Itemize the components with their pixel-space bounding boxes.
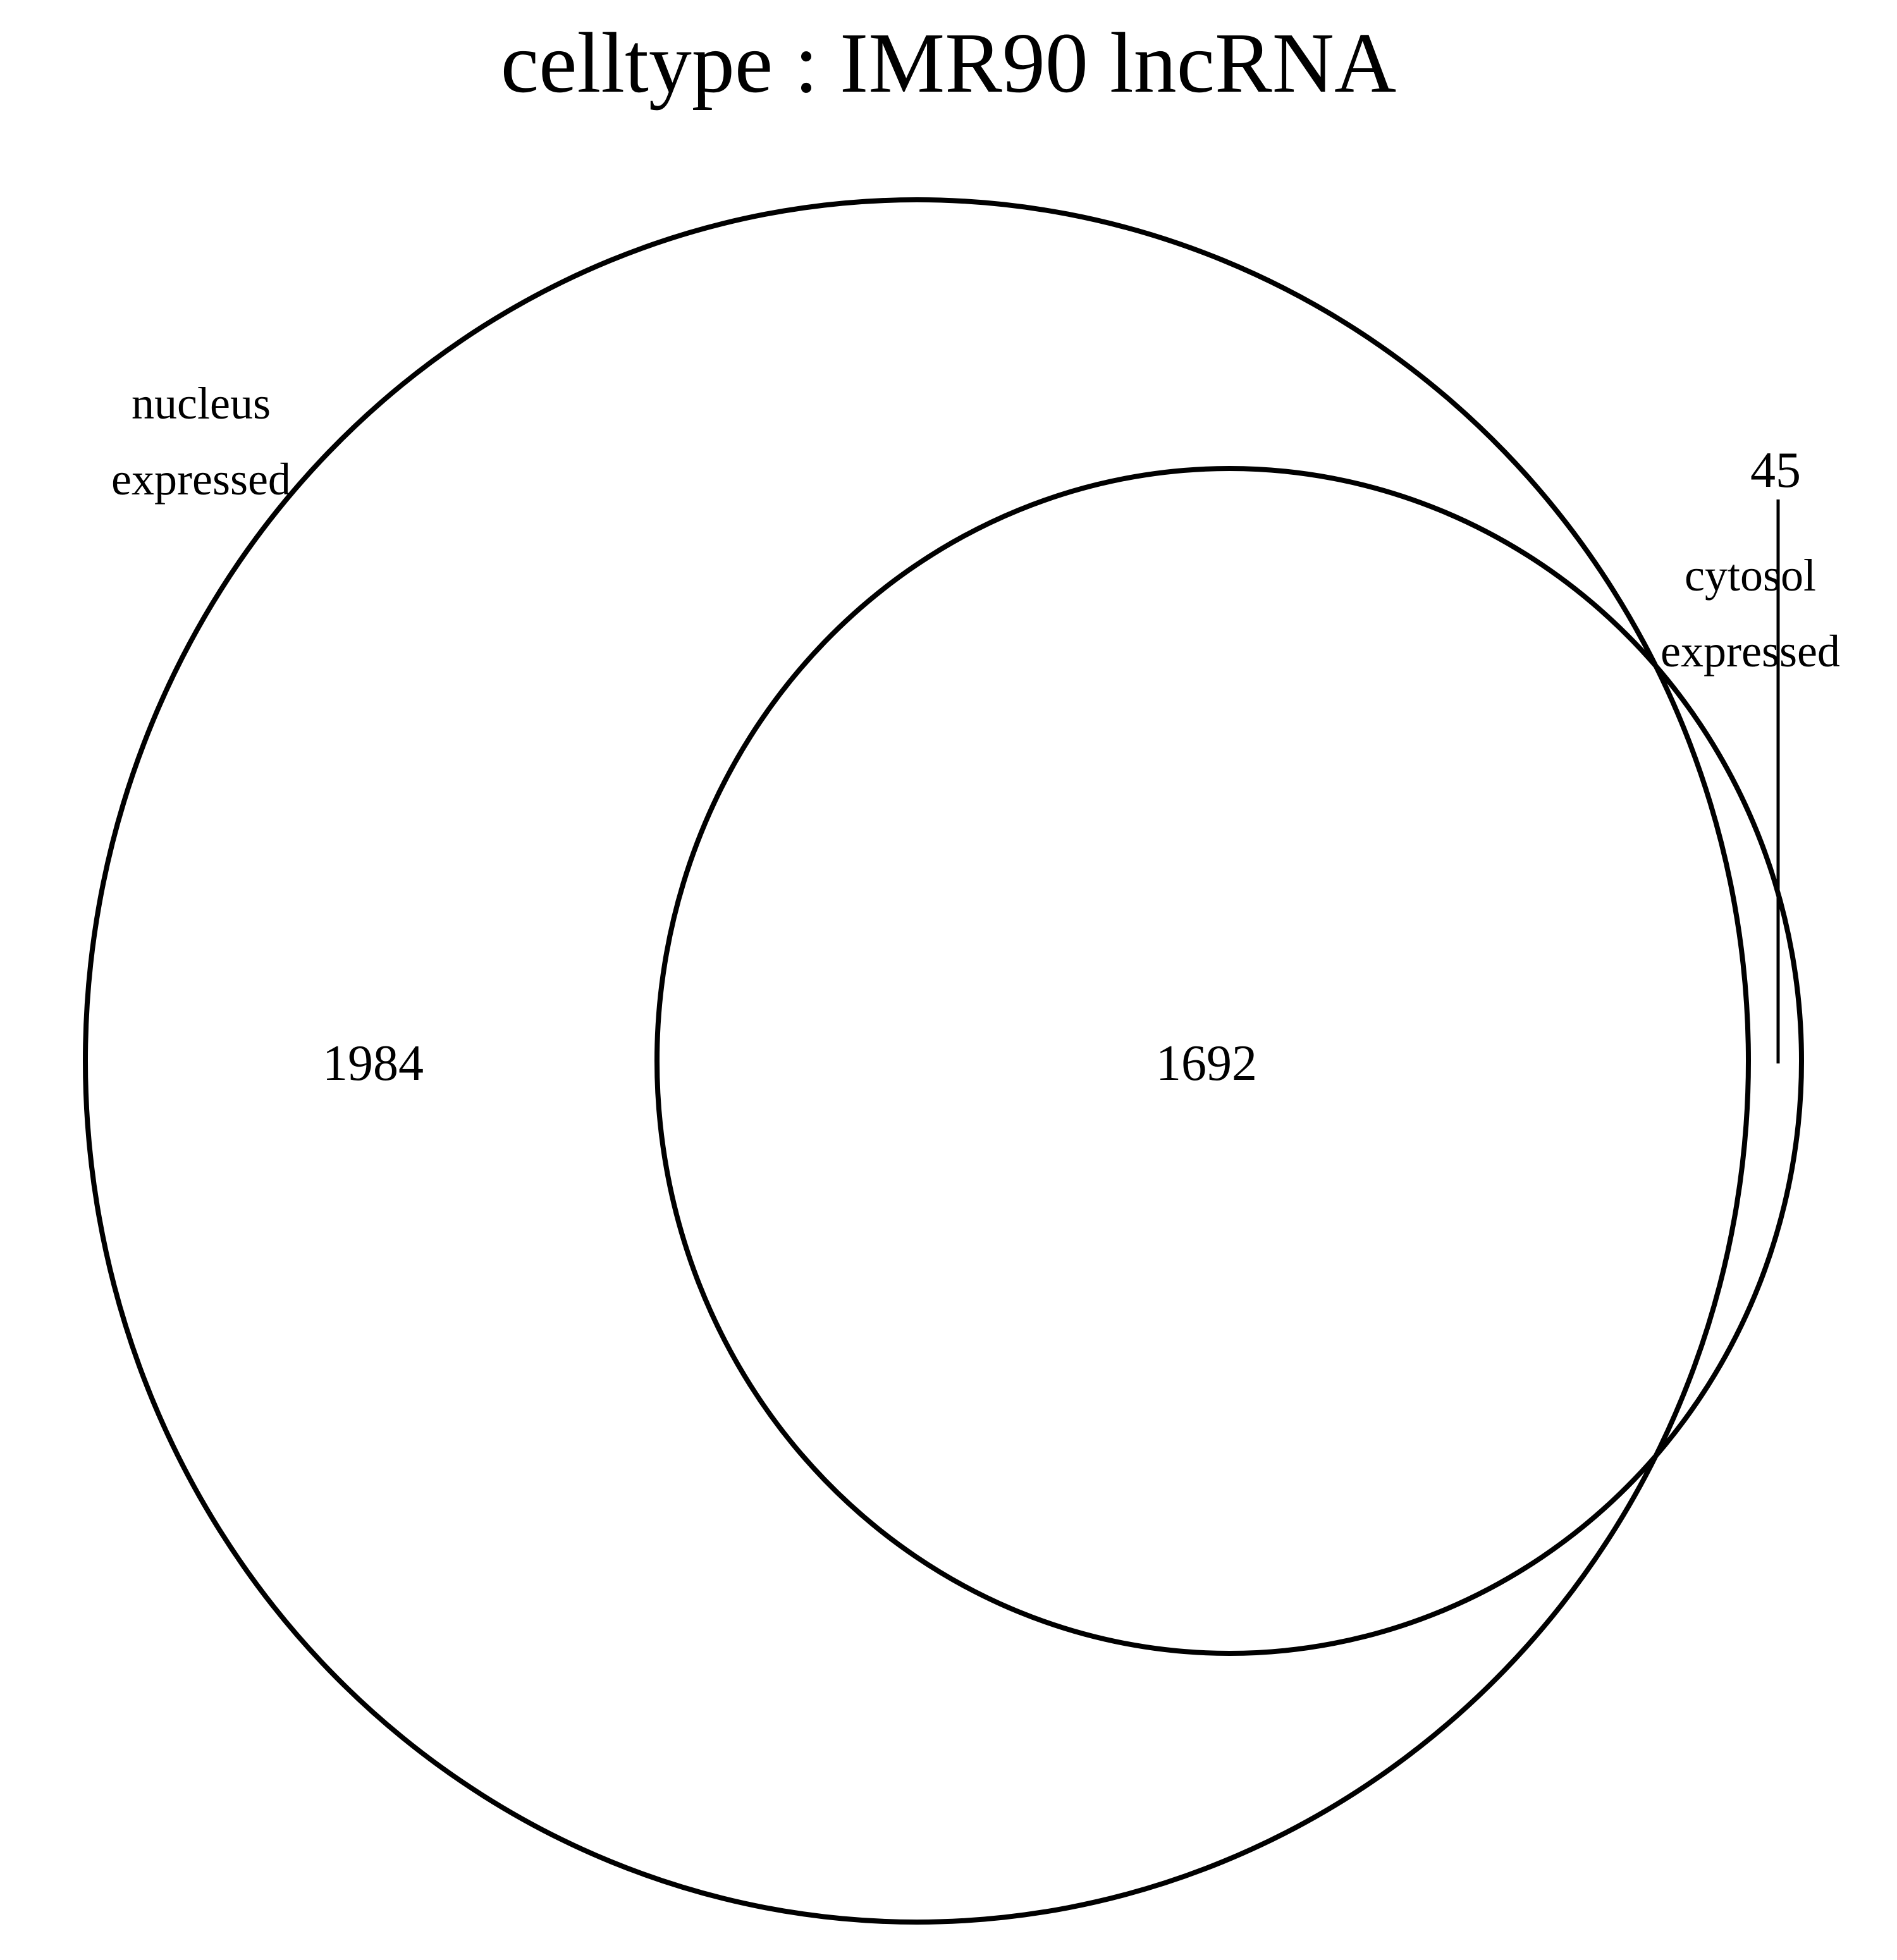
intersection-count: 1692	[1156, 1036, 1257, 1091]
cytosol-set-label-line2: expressed	[1661, 626, 1840, 677]
nucleus-set-label-line2: expressed	[111, 454, 291, 505]
nucleus-circle	[83, 197, 1751, 1925]
diagram-title: celltype : IMR90 lncRNA	[501, 16, 1396, 111]
nucleus-only-count: 1984	[322, 1036, 424, 1091]
cytosol-only-count: 45	[1750, 443, 1801, 498]
cytosol-set-label: cytosol	[1685, 550, 1816, 601]
cytosol-circle	[654, 466, 1804, 1656]
nucleus-set-label: nucleus	[132, 378, 271, 429]
